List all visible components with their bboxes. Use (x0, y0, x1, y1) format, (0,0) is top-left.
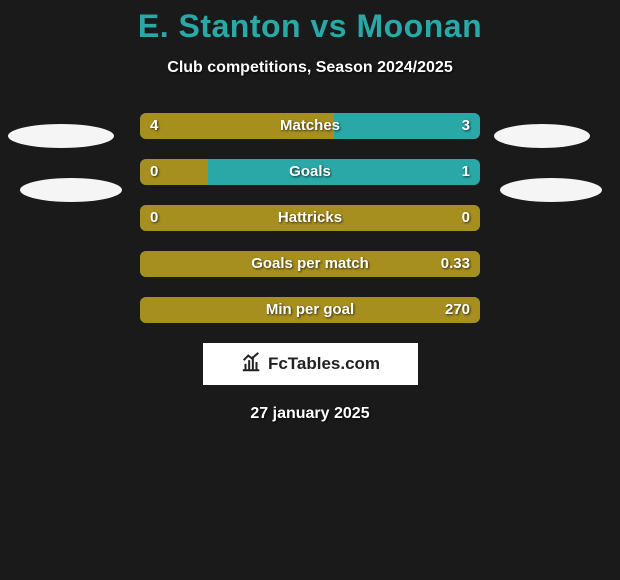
stat-label: Goals per match (140, 251, 480, 277)
chart-icon (240, 351, 262, 378)
club-badge-placeholder (494, 124, 590, 148)
stat-row: 0Hattricks0 (140, 205, 480, 231)
page-subtitle: Club competitions, Season 2024/2025 (0, 59, 620, 77)
stat-row: Min per goal270 (140, 297, 480, 323)
stat-value-right: 3 (462, 113, 470, 139)
source-logo-text: FcTables.com (268, 354, 380, 374)
club-badge-placeholder (500, 178, 602, 202)
stat-row: Goals per match0.33 (140, 251, 480, 277)
club-badge-placeholder (8, 124, 114, 148)
stat-row: 0Goals1 (140, 159, 480, 185)
stat-value-right: 0.33 (441, 251, 470, 277)
stat-value-right: 1 (462, 159, 470, 185)
club-badge-placeholder (20, 178, 122, 202)
page-title: E. Stanton vs Moonan (0, 0, 620, 45)
comparison-infographic: E. Stanton vs Moonan Club competitions, … (0, 0, 620, 580)
source-logo: FcTables.com (203, 343, 418, 385)
snapshot-date: 27 january 2025 (0, 405, 620, 423)
stat-label: Min per goal (140, 297, 480, 323)
stat-label: Matches (140, 113, 480, 139)
stat-label: Goals (140, 159, 480, 185)
stat-value-right: 270 (445, 297, 470, 323)
stat-label: Hattricks (140, 205, 480, 231)
stat-value-right: 0 (462, 205, 470, 231)
stat-row: 4Matches3 (140, 113, 480, 139)
